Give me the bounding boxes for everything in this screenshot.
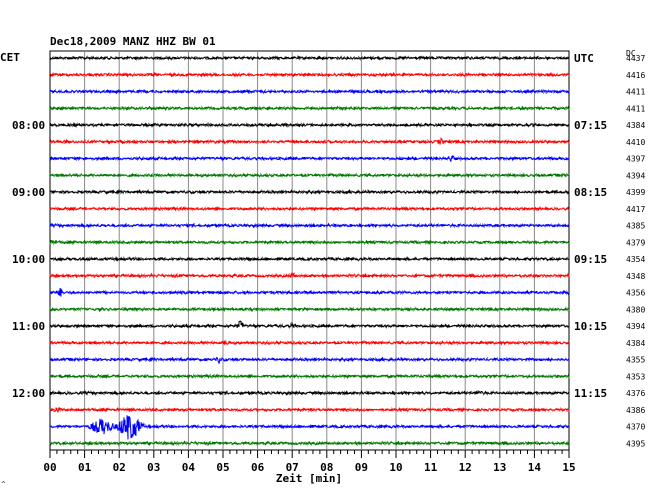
dc-value: 4384 (626, 121, 645, 130)
dc-column-header: DC (626, 49, 636, 58)
trace-22 (49, 415, 570, 440)
x-tick-label: 08 (320, 461, 333, 474)
x-axis-label: Zeit [min] (276, 472, 342, 485)
left-time-label: 10:00 (12, 253, 45, 266)
dc-value: 4370 (626, 423, 645, 432)
corner-mark: ^ (1, 481, 6, 488)
x-tick-label: 04 (182, 461, 196, 474)
dc-value: 4411 (626, 104, 645, 113)
left-time-label: 08:00 (12, 119, 45, 132)
trace-7 (49, 172, 570, 179)
left-time-label: 11:00 (12, 320, 45, 333)
dc-value: 4386 (626, 406, 645, 415)
dc-value: 4348 (626, 272, 645, 281)
trace-3 (49, 105, 570, 112)
x-tick-label: 07 (286, 461, 299, 474)
left-timezone-label: CET (0, 51, 20, 64)
seismic-traces (49, 54, 570, 447)
x-tick-label: 11 (424, 461, 438, 474)
trace-15 (49, 306, 570, 313)
x-tick-label: 14 (528, 461, 542, 474)
x-tick-label: 12 (459, 461, 472, 474)
right-time-label: 10:15 (574, 320, 607, 333)
dc-value: 4376 (626, 389, 645, 398)
dc-value: 4355 (626, 356, 645, 365)
dc-value: 4394 (626, 171, 645, 180)
trace-1 (49, 71, 570, 78)
x-tick-label: 15 (562, 461, 575, 474)
x-tick-label: 01 (78, 461, 92, 474)
plot-frame (49, 50, 570, 451)
x-tick-label: 05 (216, 461, 229, 474)
right-time-label: 11:15 (574, 387, 607, 400)
x-tick-label: 03 (147, 461, 160, 474)
chart-title: Dec18,2009 MANZ HHZ BW 01 (50, 35, 216, 48)
trace-20 (49, 389, 570, 397)
dc-value: 4411 (626, 88, 645, 97)
dc-value: 4399 (626, 188, 645, 197)
trace-16 (49, 320, 570, 330)
x-tick-label: 10 (389, 461, 402, 474)
x-axis-ticks: 00 01 02 03 04 05 06 07 08 09 10 11 12 13 14 15 (43, 450, 576, 474)
trace-8 (49, 188, 570, 195)
trace-0 (49, 54, 570, 62)
trace-17 (49, 339, 570, 346)
trace-14 (49, 287, 570, 297)
dc-value: 4379 (626, 238, 645, 247)
dc-values: 4437 4416 4411 4411 4384 4410 4397 4394 4399 4417… (626, 54, 645, 448)
dc-value: 4380 (626, 305, 645, 314)
trace-11 (49, 239, 570, 246)
trace-10 (49, 222, 570, 229)
trace-12 (49, 255, 570, 263)
trace-9 (49, 205, 570, 212)
trace-19 (49, 373, 570, 380)
right-time-label: 09:15 (574, 253, 607, 266)
trace-6 (49, 154, 570, 162)
dc-value: 4397 (626, 155, 645, 164)
left-time-label: 09:00 (12, 186, 45, 199)
trace-21 (49, 406, 570, 413)
right-time-labels: UTC 07:15 08:15 09:15 10:15 11:15 (574, 52, 607, 400)
trace-2 (49, 88, 570, 95)
x-tick-label: 02 (113, 461, 126, 474)
x-tick-label: 13 (493, 461, 506, 474)
dc-value: 4384 (626, 339, 645, 348)
trace-18 (49, 356, 570, 364)
dc-value: 4437 (626, 54, 645, 63)
dc-value: 4417 (626, 205, 645, 214)
dc-value: 4385 (626, 222, 645, 231)
plot-border (49, 50, 570, 451)
dc-value: 4353 (626, 372, 645, 381)
trace-4 (49, 121, 570, 128)
left-time-label: 12:00 (12, 387, 45, 400)
x-tick-label: 00 (43, 461, 56, 474)
right-time-label: 08:15 (574, 186, 607, 199)
x-tick-label: 09 (355, 461, 368, 474)
trace-5 (49, 137, 570, 145)
dc-value: 4356 (626, 289, 645, 298)
right-time-label: UTC (574, 52, 594, 65)
x-tick-label: 06 (251, 461, 265, 474)
minute-gridlines (84, 51, 535, 450)
dc-value: 4395 (626, 439, 645, 448)
dc-value: 4416 (626, 71, 645, 80)
trace-23 (49, 440, 570, 447)
dc-value: 4410 (626, 138, 645, 147)
right-time-label: 07:15 (574, 119, 607, 132)
trace-13 (49, 271, 570, 279)
left-time-labels: 08:00 09:00 10:00 11:00 12:00 (12, 119, 45, 400)
dc-value: 4394 (626, 322, 645, 331)
dc-value: 4354 (626, 255, 645, 264)
